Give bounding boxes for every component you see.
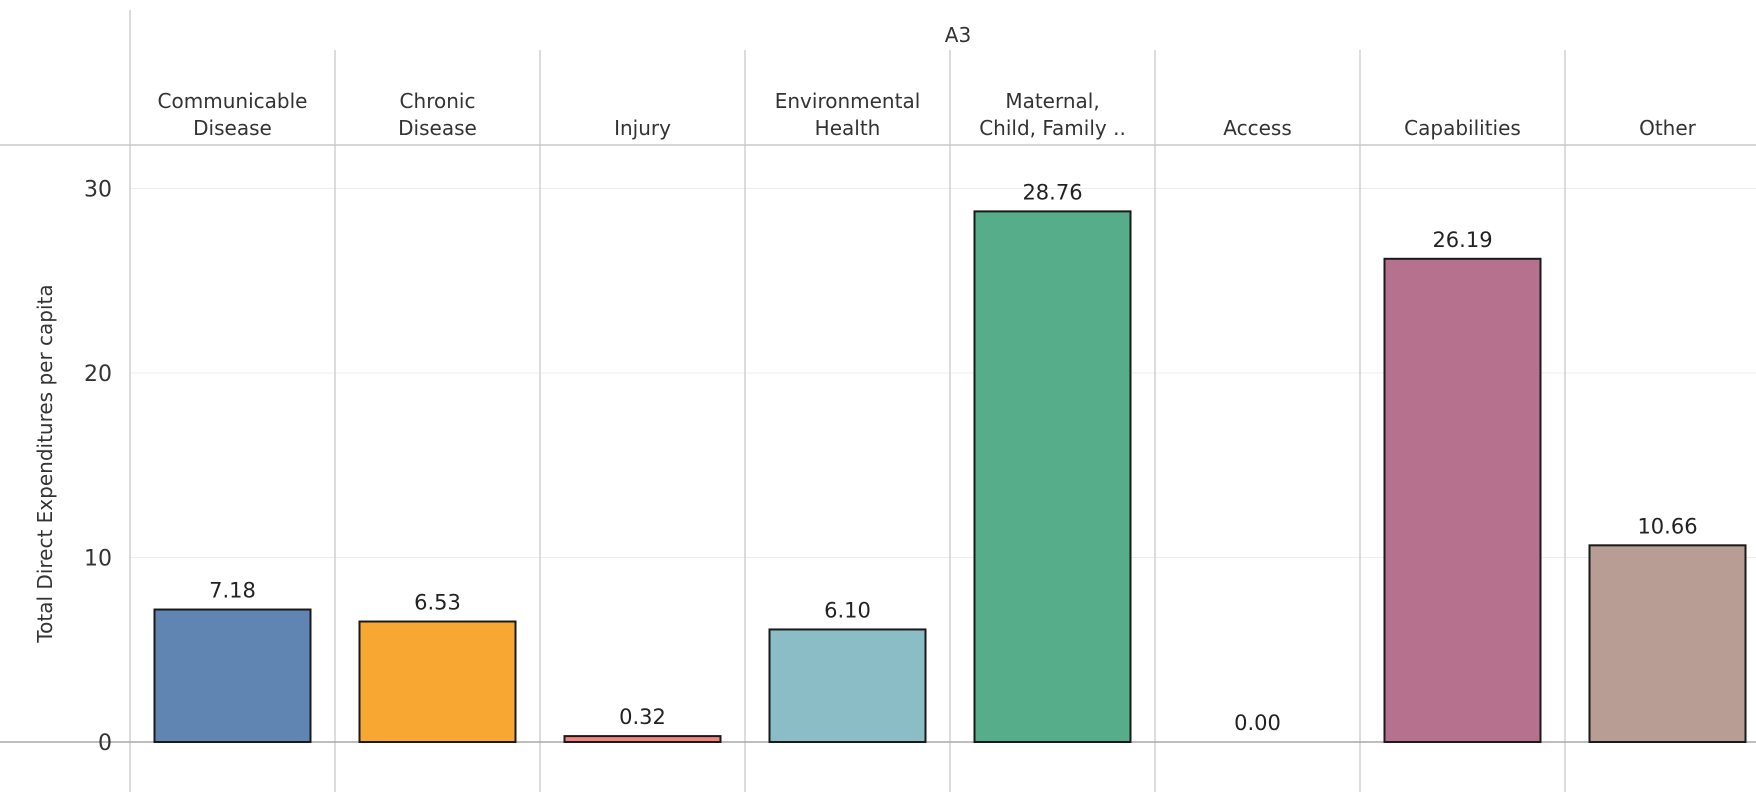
- y-tick-label: 0: [98, 731, 112, 756]
- category-label: Child, Family ..: [979, 116, 1126, 140]
- category-label: Access: [1223, 116, 1291, 140]
- chart-title: A3: [945, 23, 971, 47]
- data-label: 6.10: [824, 598, 871, 622]
- category-label: Other: [1639, 116, 1697, 140]
- bar: [1383, 257, 1542, 743]
- y-axis-title: Total Direct Expenditures per capita: [33, 284, 57, 643]
- data-label: 28.76: [1022, 180, 1082, 204]
- data-label: 10.66: [1637, 514, 1697, 538]
- bar: [153, 608, 312, 743]
- y-tick-label: 20: [84, 362, 112, 387]
- category-label: Environmental: [775, 89, 921, 113]
- category-label: Injury: [614, 116, 671, 140]
- y-tick-label: 10: [84, 547, 112, 572]
- category-label: Health: [815, 116, 881, 140]
- bar: [973, 210, 1132, 744]
- category-label: Disease: [398, 116, 477, 140]
- y-tick-label: 30: [84, 178, 112, 203]
- bar: [358, 620, 517, 743]
- category-label: Chronic: [400, 89, 476, 113]
- category-label: Communicable: [158, 89, 308, 113]
- data-label: 0.00: [1234, 711, 1281, 735]
- category-label: Disease: [193, 116, 272, 140]
- bar: [1588, 544, 1747, 743]
- category-label: Capabilities: [1404, 116, 1521, 140]
- bar: [768, 628, 927, 744]
- data-label: 7.18: [209, 579, 256, 603]
- bar: [563, 735, 722, 744]
- data-label: 26.19: [1432, 228, 1492, 252]
- data-label: 0.32: [619, 705, 666, 729]
- category-label: Maternal,: [1005, 89, 1099, 113]
- data-label: 6.53: [414, 591, 461, 615]
